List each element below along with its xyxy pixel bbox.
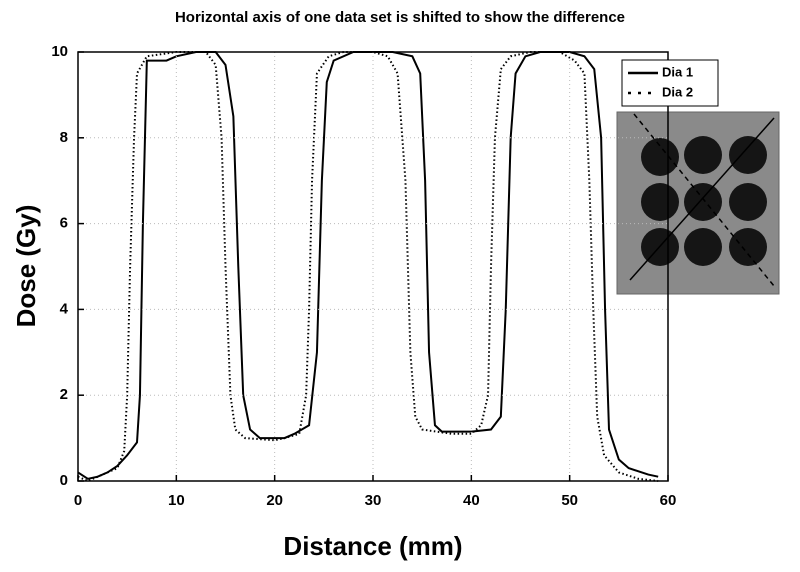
- y-tick-label: 2: [60, 386, 68, 403]
- x-tick-label: 40: [463, 492, 480, 509]
- legend-box: [621, 59, 719, 107]
- y-axis-label: Dose (Gy): [11, 205, 41, 328]
- inset-image: [616, 111, 780, 295]
- plot-frame: [77, 51, 669, 482]
- chart-title: Horizontal axis of one data set is shift…: [175, 9, 625, 26]
- data-line: [77, 51, 659, 483]
- x-tick-label: 20: [266, 492, 283, 509]
- x-tick-label: 30: [365, 492, 382, 509]
- data-line: [77, 51, 659, 480]
- y-tick-label: 8: [60, 129, 68, 146]
- x-tick-label: 60: [660, 492, 677, 509]
- y-tick-label: 10: [51, 43, 68, 60]
- y-tick-label: 6: [60, 215, 68, 232]
- x-tick-label: 10: [168, 492, 185, 509]
- legend-label: Dia 2: [662, 84, 693, 99]
- y-tick-label: 0: [60, 472, 68, 489]
- y-tick-label: 4: [60, 300, 69, 317]
- x-tick-label: 0: [74, 492, 82, 509]
- x-axis-label: Distance (mm): [283, 531, 462, 561]
- x-tick-label: 50: [561, 492, 578, 509]
- legend-label: Dia 1: [662, 64, 693, 79]
